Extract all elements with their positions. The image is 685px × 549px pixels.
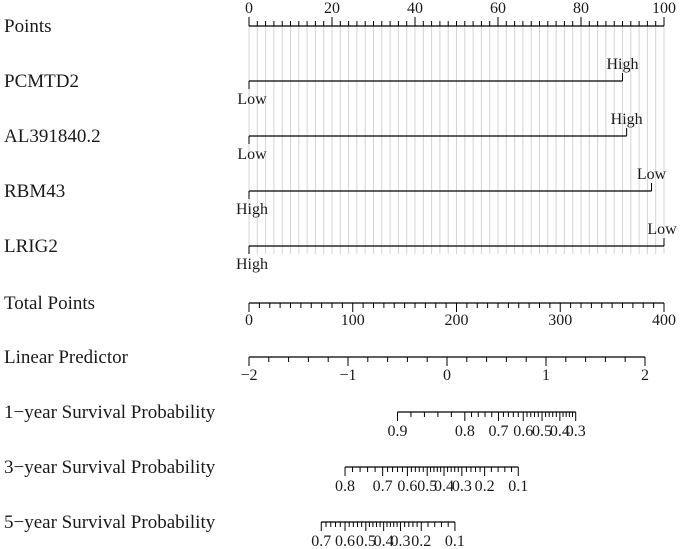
survival-axis-label: 5−year Survival Probability — [4, 512, 216, 533]
survival-tick-label: 0.6 — [513, 423, 533, 440]
points-tick-label: 100 — [652, 0, 676, 17]
survival-tick-label: 0.3 — [452, 478, 472, 495]
level-label-left: High — [236, 256, 268, 273]
survival-tick-label: 0.6 — [335, 533, 355, 549]
survival-axis-label: 3−year Survival Probability — [4, 457, 216, 478]
survival-tick-label: 0.5 — [356, 533, 376, 549]
points-axis-label: Points — [4, 16, 52, 37]
total-points-label: Total Points — [4, 293, 95, 314]
total-points-tick-label: 300 — [548, 312, 572, 329]
variable-label: PCMTD2 — [4, 71, 79, 92]
survival-tick-label: 0.4 — [550, 423, 570, 440]
level-label-right: High — [611, 111, 643, 128]
level-label-right: High — [607, 56, 639, 73]
survival-tick-label: 0.5 — [532, 423, 552, 440]
linear-predictor-tick-label: 0 — [443, 367, 451, 384]
total-points-tick-label: 0 — [245, 312, 253, 329]
linear-predictor-label: Linear Predictor — [4, 347, 129, 368]
survival-tick-label: 0.3 — [566, 423, 586, 440]
level-label-left: Low — [237, 91, 267, 108]
survival-tick-label: 0.1 — [508, 478, 528, 495]
survival-tick-label: 0.1 — [445, 533, 465, 549]
survival-tick-label: 0.8 — [335, 478, 355, 495]
survival-tick-label: 0.9 — [388, 423, 408, 440]
linear-predictor-tick-label: 1 — [542, 367, 550, 384]
survival-tick-label: 0.4 — [374, 533, 394, 549]
level-label-left: Low — [237, 146, 267, 163]
points-tick-label: 20 — [324, 0, 340, 17]
linear-predictor-tick-label: −1 — [339, 367, 356, 384]
variable-label: AL391840.2 — [4, 126, 101, 147]
variable-label: RBM43 — [4, 181, 65, 202]
points-tick-label: 40 — [407, 0, 423, 17]
total-points-tick-label: 100 — [341, 312, 365, 329]
total-points-tick-label: 200 — [445, 312, 469, 329]
points-tick-label: 60 — [490, 0, 506, 17]
points-tick-label: 0 — [245, 0, 253, 17]
linear-predictor-tick-label: −2 — [240, 367, 257, 384]
variable-label: LRIG2 — [4, 236, 58, 257]
survival-tick-label: 0.6 — [397, 478, 417, 495]
survival-tick-label: 0.4 — [434, 478, 454, 495]
survival-axis-label: 1−year Survival Probability — [4, 402, 216, 423]
level-label-right: Low — [647, 221, 677, 238]
total-points-tick-label: 400 — [652, 312, 676, 329]
survival-tick-label: 0.7 — [373, 478, 393, 495]
survival-tick-label: 0.7 — [488, 423, 508, 440]
survival-tick-label: 0.3 — [390, 533, 410, 549]
survival-tick-label: 0.2 — [475, 478, 495, 495]
survival-tick-label: 0.2 — [411, 533, 431, 549]
survival-tick-label: 0.7 — [311, 533, 331, 549]
survival-tick-label: 0.5 — [417, 478, 437, 495]
points-tick-label: 80 — [573, 0, 589, 17]
level-label-left: High — [236, 201, 268, 218]
level-label-right: Low — [637, 166, 667, 183]
survival-tick-label: 0.8 — [455, 423, 475, 440]
linear-predictor-tick-label: 2 — [641, 367, 649, 384]
